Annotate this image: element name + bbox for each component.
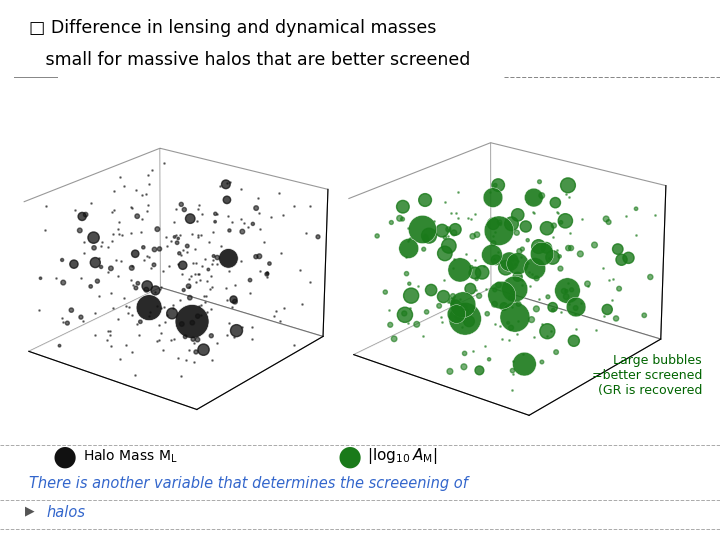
Text: ●: ● bbox=[53, 442, 77, 470]
Text: □ Difference in lensing and dynamical masses: □ Difference in lensing and dynamical ma… bbox=[29, 19, 436, 37]
Text: Halo Mass M$_\mathrm{L}$: Halo Mass M$_\mathrm{L}$ bbox=[83, 448, 177, 465]
Text: $|\log_{10}A_\mathrm{M}|$: $|\log_{10}A_\mathrm{M}|$ bbox=[367, 446, 438, 467]
Text: ●: ● bbox=[337, 442, 361, 470]
Text: There is another variable that determines the screeening of: There is another variable that determine… bbox=[29, 476, 468, 491]
Text: ▶: ▶ bbox=[25, 505, 35, 518]
Text: Large bubbles
=better screened
(GR is recovered: Large bubbles =better screened (GR is re… bbox=[592, 354, 702, 397]
Text: small for massive halos that are better screened: small for massive halos that are better … bbox=[29, 51, 470, 69]
Text: halos: halos bbox=[47, 505, 86, 520]
